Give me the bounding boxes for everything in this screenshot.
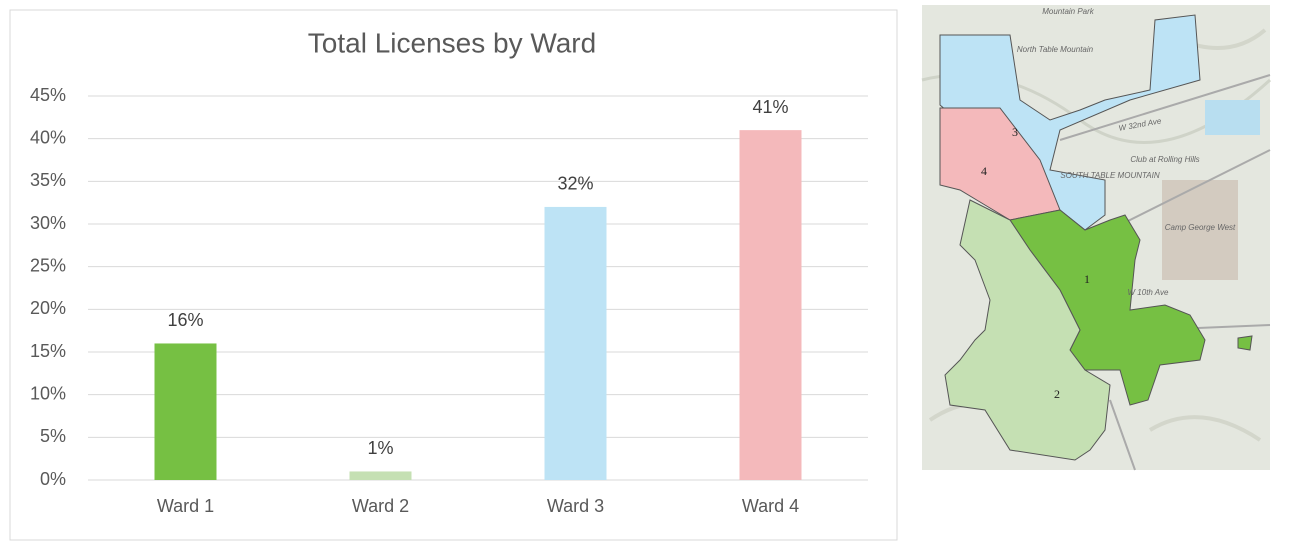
- y-tick-label: 25%: [30, 255, 66, 275]
- place-label: North Table Mountain: [1017, 45, 1094, 54]
- ward-label: 1: [1084, 272, 1090, 286]
- ward-area: [1237, 335, 1253, 351]
- value-label: 1%: [367, 438, 393, 458]
- y-tick-label: 30%: [30, 213, 66, 233]
- bar: [544, 206, 607, 480]
- place-label: Club at Rolling Hills: [1130, 155, 1199, 164]
- value-label: 32%: [557, 174, 593, 194]
- ward-area: [944, 199, 1111, 461]
- value-label: 41%: [752, 97, 788, 117]
- bar: [154, 343, 217, 480]
- map: 1 2 3 4 Mountain Park North Table Mounta…: [921, 5, 1272, 471]
- x-tick-label: Ward 4: [742, 496, 799, 516]
- y-tick-label: 5%: [40, 426, 66, 446]
- value-label: 16%: [167, 310, 203, 330]
- bar: [739, 130, 802, 480]
- place-label: SOUTH TABLE MOUNTAIN: [1060, 171, 1159, 180]
- x-tick-label: Ward 1: [157, 496, 214, 516]
- y-tick-label: 40%: [30, 127, 66, 147]
- x-tick-label: Ward 3: [547, 496, 604, 516]
- y-tick-label: 45%: [30, 85, 66, 105]
- y-tick-label: 15%: [30, 341, 66, 361]
- y-tick-label: 35%: [30, 170, 66, 190]
- place-label: Camp George West: [1165, 223, 1236, 232]
- y-tick-label: 20%: [30, 298, 66, 318]
- chart-title: Total Licenses by Ward: [308, 27, 596, 58]
- place-label: Mountain Park: [1042, 7, 1095, 16]
- ward-label: 4: [981, 164, 987, 178]
- y-tick-label: 0%: [40, 469, 66, 489]
- x-tick-label: Ward 2: [352, 496, 409, 516]
- chart: 0% 5% 10% 15% 20% 25% 30% 35% 40% 45% Ward 1 16% War…: [30, 85, 868, 516]
- road: [1059, 74, 1271, 471]
- place-label: W 10th Ave: [1128, 288, 1169, 297]
- y-tick-label: 10%: [30, 383, 66, 403]
- bar: [349, 471, 412, 480]
- ward-label: 2: [1054, 387, 1060, 401]
- lake: [1205, 100, 1260, 135]
- ward-label: 3: [1012, 125, 1018, 139]
